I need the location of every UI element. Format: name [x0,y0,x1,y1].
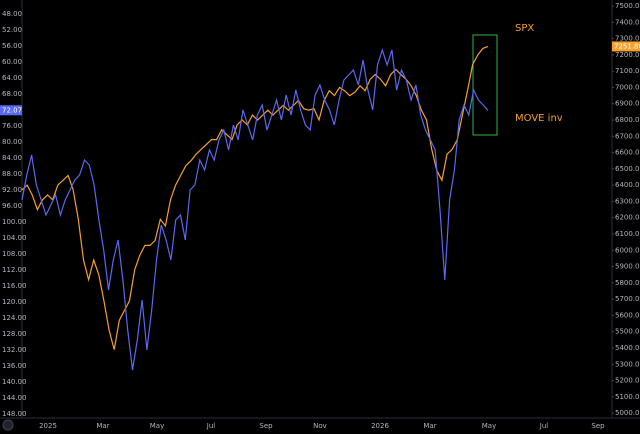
y2-tick-label: 7500.00 [615,2,640,10]
last-value-label: 72.07 [2,106,22,114]
y2-tick-label: 7000.00 [615,83,640,91]
last-value-box [612,41,640,52]
series-line [21,45,489,350]
y-tick-label: 108.00 [2,250,27,258]
y-tick-label: 56.00 [2,42,22,50]
y-tick-label: 148.00 [2,410,27,418]
x-tick-label: 2025 [39,422,57,430]
y2-tick-label: 6000.00 [615,246,640,254]
y2-tick-label: 5400.00 [615,344,640,352]
y2-tick-label: 5600.00 [615,311,640,319]
highlight-box [472,34,498,136]
y2-tick-label: 6100.00 [615,230,640,238]
y-tick-label: 80.00 [2,138,22,146]
x-tick-label: Mar [96,422,109,430]
x-tick-label: 2026 [371,422,389,430]
y2-tick-label: 5700.00 [615,295,640,303]
x-tick-label: Jul [539,422,549,430]
x-tick-label: May [482,422,496,430]
series-line [21,48,489,371]
y2-tick-label: 6200.00 [615,214,640,222]
x-tick-label: Jul [206,422,216,430]
y-tick-label: 116.00 [2,282,27,290]
y2-tick-label: 6700.00 [615,132,640,140]
last-value-label: 7251.80 [614,42,640,50]
y2-tick-label: 6400.00 [615,181,640,189]
y-tick-label: 76.00 [2,122,22,130]
y-tick-label: 128.00 [2,330,27,338]
y-tick-label: 120.00 [2,298,27,306]
y-tick-label: 132.00 [2,346,27,354]
y2-tick-label: 6600.00 [615,149,640,157]
y-tick-label: 124.00 [2,314,27,322]
y-tick-label: 100.00 [2,218,27,226]
y2-tick-label: 7100.00 [615,67,640,75]
x-tick-label: Mar [423,422,436,430]
y2-tick-label: 5200.00 [615,377,640,385]
y2-tick-label: 7300.00 [615,35,640,43]
y2-tick-label: 7400.00 [615,18,640,26]
y-tick-label: 92.00 [2,186,22,194]
y2-tick-label: 5100.00 [615,393,640,401]
y-tick-label: 104.00 [2,234,27,242]
y-tick-label: 60.00 [2,58,22,66]
y-tick-label: 144.00 [2,394,27,402]
y-tick-label: 68.00 [2,90,22,98]
last-value-box [0,105,22,116]
y2-tick-label: 5900.00 [615,263,640,271]
y2-tick-label: 6500.00 [615,165,640,173]
y2-tick-label: 6800.00 [615,116,640,124]
y-tick-label: 48.00 [2,10,22,18]
x-tick-label: May [150,422,164,430]
zoom-button[interactable] [2,419,14,431]
series-annotation: MOVE inv [515,113,563,124]
x-tick-label: Sep [591,422,605,430]
y2-tick-label: 5800.00 [615,279,640,287]
y2-tick-label: 5500.00 [615,328,640,336]
y-tick-label: 112.00 [2,266,27,274]
y-tick-label: 64.00 [2,74,22,82]
y-tick-label: 136.00 [2,362,27,370]
x-tick-label: Sep [259,422,273,430]
y-tick-label: 52.00 [2,26,22,34]
y2-tick-label: 6300.00 [615,197,640,205]
y-tick-label: 84.00 [2,154,22,162]
x-tick-label: Nov [313,422,327,430]
y2-tick-label: 6900.00 [615,100,640,108]
y2-tick-label: 5300.00 [615,360,640,368]
y-tick-label: 96.00 [2,202,22,210]
y-tick-label: 88.00 [2,170,22,178]
y-tick-label: 140.00 [2,378,27,386]
series-annotation: SPX [515,23,534,34]
y2-tick-label: 7200.00 [615,51,640,59]
y2-tick-label: 5000.00 [615,409,640,417]
